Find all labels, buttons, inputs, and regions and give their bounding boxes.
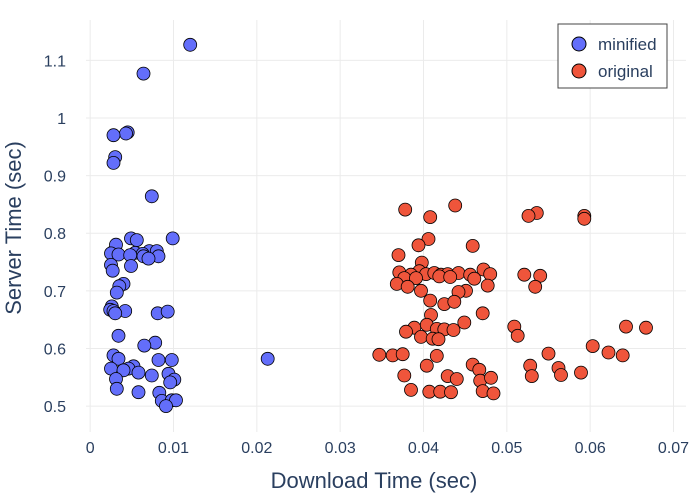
data-point-original (400, 279, 415, 294)
legend-label-original: original (598, 62, 653, 81)
data-point-minified (105, 263, 120, 278)
data-point-minified (129, 233, 144, 248)
data-point-original (619, 319, 633, 334)
data-point-original (421, 232, 436, 246)
x-tick-label: 0.05 (491, 440, 522, 457)
data-point-original (521, 208, 536, 223)
data-point-minified (109, 285, 124, 300)
data-point-original (484, 370, 498, 385)
x-tick-label: 0.03 (325, 440, 356, 457)
legend[interactable]: minified original (557, 23, 668, 89)
y-tick-label: 0.7 (44, 284, 66, 301)
data-point-original (372, 347, 387, 362)
data-point-original (577, 211, 592, 226)
grid-layer (86, 20, 686, 432)
data-point-minified (164, 353, 179, 367)
y-axis-title: Server Time (sec) (1, 141, 26, 315)
x-tick-label: 0 (86, 440, 95, 457)
x-axis-title: Download Time (sec) (271, 468, 478, 493)
data-point-original (457, 315, 472, 330)
data-point-minified (141, 251, 156, 266)
data-point-original (446, 323, 461, 337)
data-point-original (419, 358, 434, 373)
data-point-original (395, 347, 410, 362)
data-point-minified (116, 363, 131, 378)
y-tick-label: 0.8 (44, 226, 66, 243)
points-layer (103, 37, 653, 414)
x-tick-label: 0.04 (408, 440, 439, 457)
data-point-original (414, 329, 428, 344)
x-tick-label: 0.01 (158, 440, 189, 457)
data-point-minified (124, 259, 138, 273)
data-point-original (524, 369, 539, 384)
data-point-original (391, 248, 406, 263)
y-tick-label: 0.6 (44, 341, 66, 358)
data-point-original (423, 293, 438, 308)
legend-marker-minified (571, 36, 587, 52)
data-point-minified (131, 385, 146, 400)
data-point-minified (106, 128, 121, 143)
data-point-original (431, 332, 446, 347)
data-point-original (399, 324, 413, 339)
data-point-original (574, 365, 588, 380)
x-tick-label: 0.02 (241, 440, 272, 457)
data-point-minified (144, 368, 159, 383)
data-point-original (615, 348, 630, 363)
data-point-original (639, 320, 653, 335)
data-point-original (486, 386, 501, 401)
data-point-original (414, 283, 428, 298)
data-point-original (449, 372, 464, 386)
data-point-original (585, 339, 600, 354)
data-point-original (404, 382, 418, 397)
y-tick-label: 0.5 (44, 399, 66, 416)
data-point-minified (163, 375, 178, 390)
data-point-minified (108, 306, 123, 321)
data-point-original (397, 368, 412, 383)
data-point-minified (136, 66, 151, 81)
data-point-minified (260, 351, 275, 366)
data-point-original (541, 346, 556, 361)
data-point-original (467, 271, 482, 286)
x-tick-label: 0.06 (575, 440, 606, 457)
data-point-minified (144, 189, 159, 204)
data-point-original (447, 294, 462, 309)
data-point-original (465, 238, 480, 253)
data-point-original (528, 279, 543, 294)
data-point-minified (151, 353, 166, 367)
x-tick-label: 0.07 (658, 440, 689, 457)
y-tick-label: 0.9 (44, 169, 66, 186)
data-point-original (601, 345, 616, 360)
data-point-original (429, 348, 444, 363)
data-point-original (423, 210, 438, 225)
data-point-original (510, 328, 525, 343)
ticks-layer: 0 0.01 0.02 0.03 0.04 0.05 0.06 0.07 0.5 0.6 0.7 0.… (44, 53, 689, 457)
data-point-minified (160, 304, 175, 319)
data-point-original (554, 368, 568, 382)
data-point-minified (137, 338, 152, 353)
data-point-original (517, 267, 532, 282)
data-point-minified (159, 399, 173, 414)
data-point-original (443, 270, 458, 284)
data-point-original (398, 202, 413, 217)
data-point-minified (131, 365, 146, 380)
data-point-original (411, 238, 426, 253)
data-point-minified (109, 381, 124, 396)
data-point-original (480, 278, 495, 293)
data-point-original (444, 385, 458, 400)
legend-marker-original (571, 63, 587, 79)
y-tick-label: 1 (57, 111, 66, 128)
data-point-minified (106, 155, 121, 170)
y-tick-label: 1.1 (44, 53, 66, 70)
data-point-original (475, 306, 490, 321)
data-point-minified (111, 351, 126, 366)
data-point-original (483, 267, 498, 282)
data-point-minified (183, 37, 198, 52)
data-point-minified (111, 328, 126, 343)
data-point-minified (119, 126, 133, 141)
data-point-original (409, 271, 423, 286)
legend-label-minified: minified (598, 35, 657, 54)
data-point-minified (165, 231, 180, 246)
data-point-original (448, 198, 463, 213)
